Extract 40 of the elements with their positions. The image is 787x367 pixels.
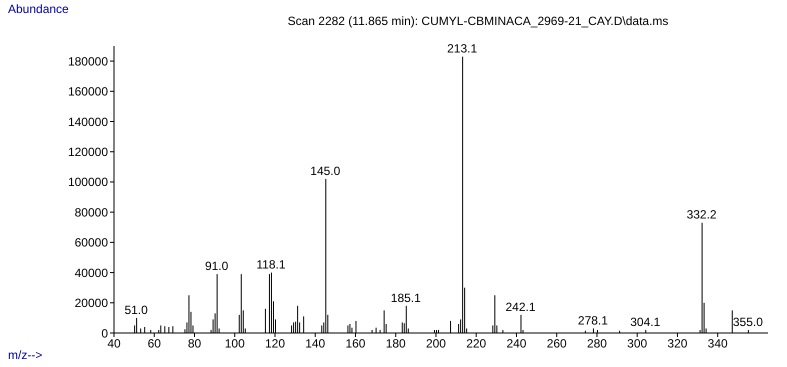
x-tick-label: 120 bbox=[264, 336, 286, 351]
x-tick-label: 260 bbox=[546, 336, 568, 351]
y-tick-label: 160000 bbox=[68, 84, 108, 99]
annotation: 185.1 bbox=[390, 290, 422, 305]
annotation: 145.0 bbox=[310, 164, 341, 178]
x-tick-label: 100 bbox=[224, 336, 246, 351]
x-tick-label: 180 bbox=[386, 336, 406, 351]
x-tick-label: 220 bbox=[466, 336, 487, 351]
annotation: 118.1 bbox=[256, 258, 286, 272]
x-tick-label: 240 bbox=[506, 336, 527, 351]
chart-title: Scan 2282 (11.865 min): CUMYL-CBMINACA_2969-21_CAY.D\data.ms bbox=[286, 14, 670, 28]
annotation: 304.1 bbox=[630, 314, 661, 329]
annotation: 278.1 bbox=[578, 313, 608, 328]
annotation: 51.0 bbox=[124, 302, 148, 317]
x-tick-label: 200 bbox=[426, 336, 446, 351]
y-tick-label: 20000 bbox=[74, 296, 108, 310]
x-tick-label: 160 bbox=[345, 336, 366, 351]
y-tick-label: 80000 bbox=[74, 205, 108, 220]
x-tick-label: 300 bbox=[627, 336, 648, 351]
x-tick-label: 340 bbox=[708, 336, 728, 351]
annotation: 242.1 bbox=[505, 300, 536, 314]
y-tick-label: 180000 bbox=[68, 54, 108, 68]
x-axis-title: m/z--> bbox=[8, 348, 42, 362]
y-tick-label: 140000 bbox=[68, 114, 108, 129]
x-tick-label: 40 bbox=[107, 336, 121, 351]
annotation: 332.2 bbox=[686, 208, 717, 222]
y-tick-label: 100000 bbox=[68, 175, 108, 190]
x-tick-label: 140 bbox=[305, 336, 326, 351]
annotation: 91.0 bbox=[204, 259, 229, 274]
y-tick-label: 60000 bbox=[74, 236, 108, 250]
annotation: 213.1 bbox=[447, 42, 478, 56]
y-tick-label: 120000 bbox=[68, 144, 108, 159]
x-tick-label: 80 bbox=[188, 336, 202, 351]
y-axis-title: Abundance bbox=[8, 2, 69, 16]
x-tick-label: 60 bbox=[148, 336, 162, 351]
annotation: 355.0 bbox=[732, 314, 764, 329]
x-tick-label: 280 bbox=[586, 336, 608, 351]
y-tick-label: 40000 bbox=[74, 266, 108, 280]
y-tick-label: 0 bbox=[101, 326, 108, 340]
x-tick-label: 320 bbox=[667, 336, 688, 351]
